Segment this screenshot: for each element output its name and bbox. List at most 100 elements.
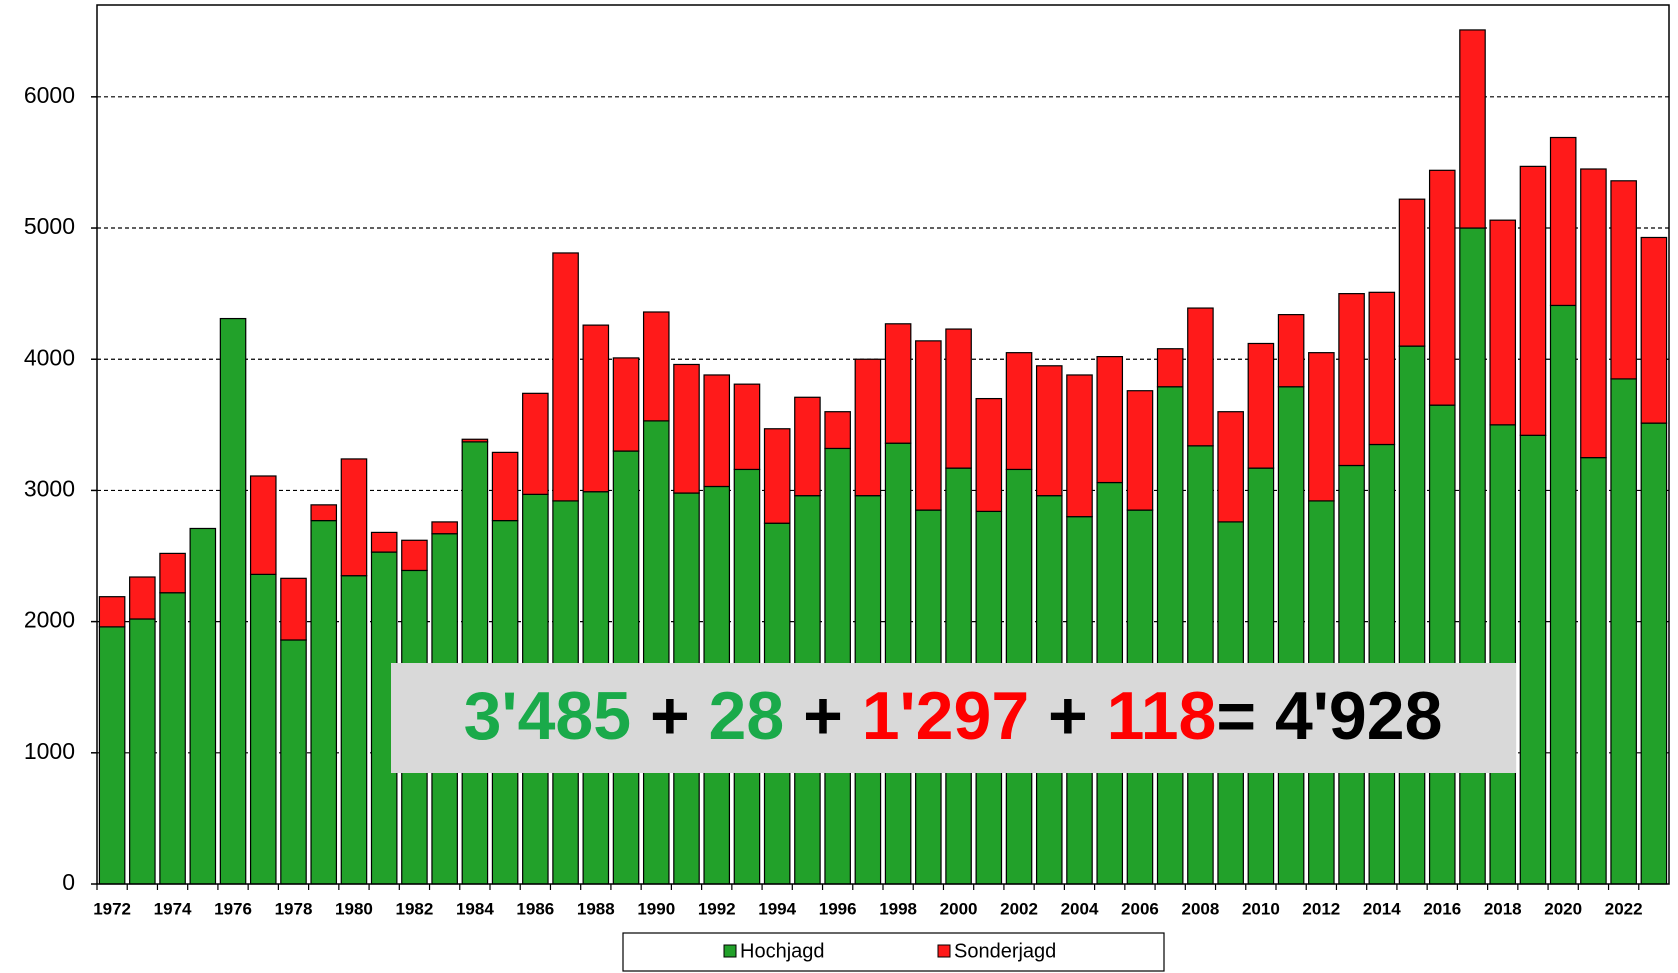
x-tick-label: 1986 [516, 899, 554, 918]
bar-segment [1640, 422, 1668, 885]
bar-segment [1398, 345, 1426, 885]
y-tick-label: 2000 [24, 607, 75, 633]
bar-segment [642, 311, 670, 422]
y-tick-label: 1000 [24, 738, 75, 764]
bar-segment [1459, 29, 1486, 229]
bar-segment [1096, 356, 1124, 484]
bar-segment [763, 428, 791, 524]
legend-label: Sonderjagd [954, 940, 1056, 962]
bar-segment [824, 411, 851, 450]
bar-segment [1580, 168, 1607, 459]
bar-segment [854, 358, 882, 497]
x-tick-label: 1972 [93, 899, 131, 918]
x-tick-label: 1976 [214, 899, 252, 918]
bar-segment [1489, 424, 1517, 885]
bar-segment [522, 392, 549, 495]
bar-segment [642, 420, 670, 885]
bar-segment [582, 324, 610, 493]
bar-segment [1156, 386, 1184, 885]
bar-segment [189, 527, 217, 885]
x-tick-label: 1980 [335, 899, 373, 918]
bar-segment [461, 438, 489, 443]
annotation-part: + [631, 678, 709, 754]
x-tick-label: 1978 [275, 899, 313, 918]
x-tick-label: 2006 [1121, 899, 1159, 918]
bar-segment [129, 576, 156, 620]
bar-segment [552, 252, 579, 502]
bar-segment [1610, 378, 1637, 885]
bar-segment [1428, 169, 1456, 406]
bar-segment [1519, 165, 1547, 436]
bar-segment [1066, 374, 1093, 518]
legend-label: Hochjagd [740, 940, 825, 962]
x-tick-label: 1998 [879, 899, 917, 918]
bar-segment [1580, 457, 1607, 885]
bar-segment [1308, 352, 1335, 502]
x-tick-label: 1992 [698, 899, 736, 918]
bar-segment [129, 618, 156, 885]
bar-segment [98, 626, 126, 885]
annotation-part: = 4'928 [1216, 678, 1442, 754]
bar-segment [1277, 386, 1305, 885]
bar-segment [159, 592, 186, 885]
annotation: 3'485 + 28 + 1'297 + 118= 4'928 [464, 678, 1443, 754]
y-tick-label: 5000 [24, 213, 75, 239]
bar-segment [370, 531, 398, 553]
bar-segment [310, 519, 338, 885]
bar-segment [1005, 352, 1033, 471]
bar-segment [249, 573, 277, 885]
bar-segment [401, 539, 428, 572]
x-tick-label: 2016 [1423, 899, 1461, 918]
bar-segment [280, 577, 307, 641]
bar-segment [1338, 293, 1365, 467]
bar-segment [249, 475, 277, 575]
bar-segment [945, 328, 972, 469]
bar-segment [1549, 304, 1577, 885]
bar-segment [1459, 227, 1486, 885]
bar-segment [431, 521, 458, 535]
bar-segment [1368, 291, 1396, 446]
x-tick-label: 2008 [1182, 899, 1220, 918]
legend-box [622, 932, 1165, 972]
x-tick-label: 2022 [1605, 899, 1643, 918]
annotation-part: 1'297 [862, 678, 1029, 754]
x-tick-label: 2012 [1302, 899, 1340, 918]
legend-swatch [937, 944, 951, 958]
x-tick-label: 2002 [1000, 899, 1038, 918]
x-tick-label: 1996 [819, 899, 857, 918]
bar-segment [1398, 198, 1426, 347]
x-tick-label: 1994 [758, 899, 796, 918]
annotation-part: 118 [1107, 678, 1217, 754]
y-tick-label: 3000 [24, 475, 75, 501]
y-tick-label: 0 [62, 869, 75, 895]
x-tick-label: 1974 [154, 899, 192, 918]
bar-segment [1489, 219, 1517, 426]
annotation-part: 28 [709, 678, 785, 754]
x-tick-label: 1982 [396, 899, 434, 918]
y-tick-label: 4000 [24, 344, 75, 370]
bar-segment [219, 317, 247, 885]
bar-segment [340, 458, 368, 577]
annotation-part: + [784, 678, 862, 754]
x-tick-label: 2020 [1544, 899, 1582, 918]
y-tick-label: 6000 [24, 82, 75, 108]
x-tick-label: 2004 [1061, 899, 1099, 918]
bar-segment [1640, 236, 1668, 424]
bar-segment [1428, 404, 1456, 885]
annotation-box [391, 663, 1516, 773]
bar-segment [1187, 307, 1214, 447]
bar-segment [612, 357, 640, 452]
x-tick-label: 2014 [1363, 899, 1401, 918]
bar-segment [733, 383, 761, 471]
x-tick-label: 1984 [456, 899, 494, 918]
bar-segment [1247, 342, 1275, 469]
x-tick-label: 2018 [1484, 899, 1522, 918]
legend-swatch [723, 944, 737, 958]
bar-segment [703, 374, 731, 488]
bar-segment [1126, 390, 1154, 511]
bar-segment [159, 552, 186, 594]
bar-segment [915, 340, 942, 511]
bar-segment [1519, 434, 1547, 885]
bar-segment [340, 575, 368, 885]
